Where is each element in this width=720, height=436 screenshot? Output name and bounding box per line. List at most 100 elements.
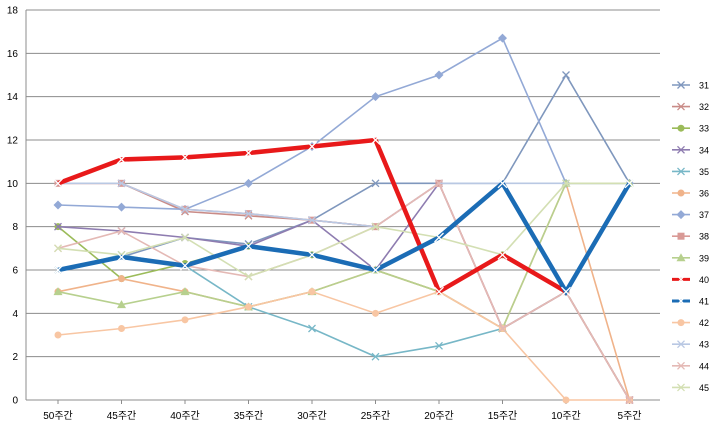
series-line — [58, 182, 631, 401]
data-point — [308, 216, 316, 225]
y-tick-label: 10 — [7, 179, 19, 190]
data-point — [371, 352, 380, 361]
series-36 — [54, 179, 633, 404]
data-point — [243, 241, 254, 252]
data-point — [243, 148, 254, 158]
y-tick-label: 6 — [12, 266, 18, 277]
legend-label: 41 — [699, 297, 709, 307]
y-tick-label: 18 — [7, 6, 19, 17]
y-tick-label: 2 — [12, 352, 18, 363]
data-point — [307, 249, 317, 260]
series-line — [57, 182, 630, 278]
data-point — [435, 341, 443, 350]
data-point — [181, 316, 189, 324]
series-40 — [53, 135, 571, 297]
data-point — [677, 81, 685, 89]
data-point — [370, 265, 381, 275]
data-point — [372, 309, 379, 317]
data-point — [625, 396, 634, 404]
x-tick-label: 5주간 — [618, 410, 642, 422]
data-point — [676, 253, 686, 262]
data-point — [677, 102, 685, 111]
data-point — [624, 178, 635, 189]
data-point — [676, 210, 686, 220]
data-point — [677, 124, 685, 132]
data-point — [181, 205, 189, 214]
data-point — [308, 288, 316, 296]
x-tick-label: 40주간 — [170, 410, 200, 422]
data-point — [116, 252, 127, 262]
legend-item-34: 34 — [672, 145, 709, 155]
legend-item-33: 33 — [672, 124, 709, 134]
legend-item-45: 45 — [672, 383, 709, 393]
legend-label: 31 — [699, 81, 709, 91]
data-point — [181, 233, 189, 242]
x-tick-label: 45주간 — [107, 410, 137, 422]
data-point — [677, 340, 685, 349]
series-line — [57, 137, 568, 295]
legend-label: 36 — [699, 189, 709, 199]
data-point — [561, 286, 571, 297]
legend-label: 44 — [699, 361, 709, 371]
legend-label: 33 — [699, 124, 709, 134]
series-38 — [54, 179, 633, 404]
data-point — [434, 286, 444, 297]
data-point — [180, 260, 190, 271]
y-tick-label: 0 — [12, 396, 18, 407]
grid-layer — [26, 9, 660, 401]
data-point — [308, 324, 316, 333]
axis-layer: 0 2 4 6 8 10 12 14 16 18 50주간 45주간 40주간 35주간 30주간 25주간 2… — [7, 6, 660, 422]
data-point — [53, 265, 63, 275]
x-tick-label: 50주간 — [43, 410, 73, 422]
legend-item-41: 41 — [672, 297, 709, 307]
data-point — [54, 331, 62, 339]
data-point — [677, 232, 685, 240]
legend-item-40: 40 — [672, 275, 709, 285]
series-line — [57, 182, 631, 401]
data-point — [53, 178, 63, 189]
data-point — [54, 244, 62, 253]
y-tick-label: 4 — [12, 309, 18, 320]
series-32 — [54, 179, 634, 404]
legend-label: 43 — [699, 340, 709, 350]
y-tick-label: 8 — [12, 222, 18, 233]
data-point — [435, 179, 443, 188]
legend-label: 37 — [699, 210, 709, 220]
series-37 — [53, 33, 634, 214]
legend: 31 32 33 34 35 36 37 38 39 40 41 42 43 44 45 — [672, 81, 709, 393]
data-point — [307, 141, 317, 152]
data-point — [677, 189, 685, 197]
data-point — [54, 222, 62, 231]
legend-item-31: 31 — [672, 81, 709, 91]
series-layer — [53, 33, 635, 404]
data-point — [371, 92, 380, 102]
data-point — [53, 200, 63, 210]
data-point — [53, 287, 63, 296]
series-line — [57, 290, 630, 401]
y-tick-label: 14 — [7, 92, 19, 103]
data-point — [371, 179, 380, 188]
data-point — [118, 275, 125, 283]
data-point — [677, 297, 685, 305]
series-line — [57, 179, 632, 297]
x-tick-label: 25주간 — [361, 410, 391, 422]
data-point — [677, 275, 685, 284]
data-point — [117, 227, 126, 235]
x-tick-label: 30주간 — [297, 410, 327, 422]
data-point — [497, 178, 508, 189]
data-point — [245, 303, 252, 311]
data-point — [498, 33, 507, 43]
data-point — [677, 361, 685, 370]
x-tick-label: 10주간 — [551, 410, 581, 422]
series-41 — [53, 178, 635, 297]
data-point — [244, 209, 253, 218]
data-point — [677, 145, 685, 154]
series-line — [57, 182, 630, 330]
x-tick-label: 15주간 — [488, 410, 518, 422]
legend-label: 45 — [699, 383, 709, 393]
data-point — [244, 178, 253, 188]
legend-label: 38 — [699, 232, 709, 242]
series-44 — [54, 179, 634, 404]
